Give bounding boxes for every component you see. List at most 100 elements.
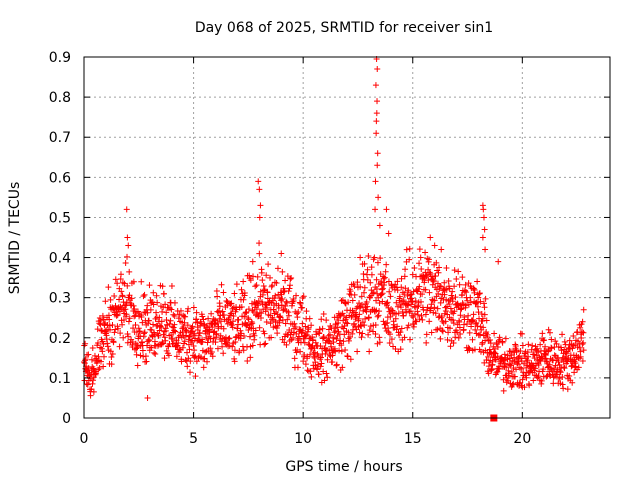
data-point <box>253 282 260 289</box>
data-point <box>88 356 95 363</box>
data-point <box>396 332 403 339</box>
data-point <box>273 279 280 286</box>
data-point <box>144 302 151 309</box>
data-point <box>355 315 362 322</box>
data-point <box>456 281 463 288</box>
data-point <box>217 318 224 325</box>
data-point <box>379 285 386 292</box>
data-point <box>153 292 160 299</box>
data-point <box>374 98 381 105</box>
data-point <box>219 343 226 350</box>
data-point <box>430 278 437 285</box>
data-point <box>454 329 461 336</box>
data-point <box>387 313 394 320</box>
data-point <box>361 284 368 291</box>
data-point <box>423 272 430 279</box>
data-point <box>177 307 184 314</box>
data-point <box>238 286 245 293</box>
data-point <box>428 329 435 336</box>
data-point <box>302 323 309 330</box>
data-point <box>452 294 459 301</box>
data-point <box>159 339 166 346</box>
data-point <box>566 337 573 344</box>
x-tick-label: 20 <box>513 431 531 447</box>
data-point <box>286 285 293 292</box>
data-point <box>361 260 368 267</box>
data-point <box>400 312 407 319</box>
data-point <box>283 298 290 305</box>
data-point <box>268 334 275 341</box>
data-point <box>110 339 117 346</box>
data-point <box>376 308 383 315</box>
data-point <box>279 295 286 302</box>
data-point <box>233 306 240 313</box>
data-point <box>564 386 571 393</box>
data-point <box>569 345 576 352</box>
data-point <box>141 329 148 336</box>
data-point <box>357 303 364 310</box>
data-point <box>336 347 343 354</box>
data-point <box>247 354 254 361</box>
data-point <box>263 272 270 279</box>
data-point <box>107 296 114 303</box>
data-point <box>208 348 215 355</box>
data-point <box>269 282 276 289</box>
data-point <box>231 290 238 297</box>
data-point <box>130 325 137 332</box>
data-point <box>397 329 404 336</box>
data-point <box>213 330 220 337</box>
data-point <box>301 339 308 346</box>
data-point <box>170 311 177 318</box>
data-point <box>87 392 94 399</box>
data-point <box>340 313 347 320</box>
data-point <box>503 364 510 371</box>
data-point <box>326 351 333 358</box>
data-point <box>184 349 191 356</box>
data-point <box>574 338 581 345</box>
data-point <box>173 353 180 360</box>
data-point <box>466 329 473 336</box>
data-point <box>439 328 446 335</box>
data-point <box>466 345 473 352</box>
data-point <box>532 365 539 372</box>
data-point <box>432 273 439 280</box>
data-points <box>81 56 587 422</box>
data-point <box>85 351 92 358</box>
data-point <box>438 246 445 253</box>
data-point <box>100 353 107 360</box>
data-point <box>214 293 221 300</box>
data-point <box>82 340 89 347</box>
data-point <box>302 361 309 368</box>
data-point <box>171 299 178 306</box>
data-point <box>303 331 310 338</box>
data-point <box>357 283 364 290</box>
data-point <box>213 287 220 294</box>
data-point <box>519 342 526 349</box>
data-point <box>90 377 97 384</box>
y-tick-label: 0 <box>62 411 71 427</box>
data-point <box>579 318 586 325</box>
data-point <box>182 313 189 320</box>
data-point <box>344 320 351 327</box>
data-point <box>165 343 172 350</box>
data-point <box>407 308 414 315</box>
data-point <box>535 362 542 369</box>
data-point <box>129 339 136 346</box>
data-point <box>470 316 477 323</box>
data-point <box>299 327 306 334</box>
data-point <box>274 265 281 272</box>
data-point <box>240 347 247 354</box>
data-point <box>493 369 500 376</box>
data-point <box>189 339 196 346</box>
data-point <box>523 364 530 371</box>
data-point <box>162 301 169 308</box>
data-point <box>193 316 200 323</box>
data-point <box>140 293 147 300</box>
data-point <box>128 295 135 302</box>
data-point <box>156 314 163 321</box>
data-point <box>349 330 356 337</box>
data-point <box>377 255 384 262</box>
data-point <box>112 326 119 333</box>
data-point <box>356 311 363 318</box>
data-point <box>530 377 537 384</box>
